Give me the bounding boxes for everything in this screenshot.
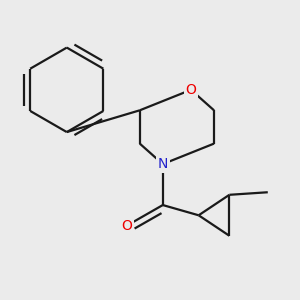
Text: O: O	[185, 83, 197, 97]
Text: N: N	[158, 157, 168, 171]
Text: O: O	[122, 218, 132, 233]
